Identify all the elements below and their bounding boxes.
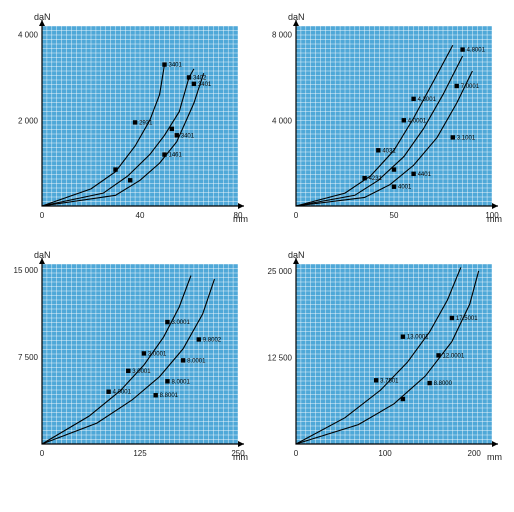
svg-text:3401: 3401 xyxy=(169,63,183,69)
svg-text:7 500: 7 500 xyxy=(18,353,39,362)
svg-text:9.8002: 9.8002 xyxy=(203,337,222,343)
svg-text:4231: 4231 xyxy=(369,176,383,182)
svg-text:7.0001: 7.0001 xyxy=(461,84,480,90)
svg-text:4031: 4031 xyxy=(382,148,396,154)
svg-text:0: 0 xyxy=(40,211,45,220)
svg-text:0: 0 xyxy=(40,449,45,458)
svg-text:3402: 3402 xyxy=(193,75,207,81)
chart-svg: 4.8001 7.0001 4.3001 4.0001 3.1001 4031 4401 42… xyxy=(266,12,502,232)
svg-text:13.0001: 13.0001 xyxy=(407,335,429,341)
chart-svg: 17.5001 13.0001 12.0001 3.7501 8.8000 0 100 200… xyxy=(266,250,502,470)
y-axis-label: daN xyxy=(34,12,51,22)
y-axis-label: daN xyxy=(288,250,305,260)
svg-text:4.0001: 4.0001 xyxy=(113,390,132,396)
svg-text:2931: 2931 xyxy=(139,120,153,126)
chart-svg: 3.0001 9.8002 3.0001 8.0001 3.0001 8.0001 4.00… xyxy=(12,250,248,470)
svg-text:4001: 4001 xyxy=(398,185,412,191)
chart-panel: daNmm17.500113.000112.00013.75018.800001… xyxy=(266,250,502,470)
svg-text:3.0001: 3.0001 xyxy=(132,369,151,375)
x-axis-label: mm xyxy=(487,214,502,224)
svg-text:3.0001: 3.0001 xyxy=(171,320,190,326)
svg-text:3401: 3401 xyxy=(181,133,195,139)
x-axis-label: mm xyxy=(487,452,502,462)
svg-text:1461: 1461 xyxy=(169,153,183,159)
svg-text:4 000: 4 000 xyxy=(18,31,39,40)
svg-text:8 000: 8 000 xyxy=(272,31,293,40)
x-axis-label: mm xyxy=(233,452,248,462)
svg-text:12.0001: 12.0001 xyxy=(443,353,465,359)
svg-text:4.3001: 4.3001 xyxy=(418,97,437,103)
svg-text:200: 200 xyxy=(468,449,482,458)
svg-text:3.0001: 3.0001 xyxy=(148,351,167,357)
svg-text:3.1001: 3.1001 xyxy=(457,135,476,141)
svg-text:8.0001: 8.0001 xyxy=(171,379,190,385)
svg-text:25 000: 25 000 xyxy=(268,267,293,276)
svg-text:12 500: 12 500 xyxy=(268,353,293,362)
chart-grid: daNmm340134023401293134011461040802 0004… xyxy=(12,12,502,470)
svg-text:3.7501: 3.7501 xyxy=(380,378,399,384)
svg-text:4.8001: 4.8001 xyxy=(467,48,486,54)
y-axis-label: daN xyxy=(288,12,305,22)
svg-text:40: 40 xyxy=(136,211,145,220)
x-axis-label: mm xyxy=(233,214,248,224)
chart-svg: 340134023401293134011461040802 0004 000 xyxy=(12,12,248,232)
svg-text:0: 0 xyxy=(294,449,299,458)
svg-text:0: 0 xyxy=(294,211,299,220)
svg-text:15 000: 15 000 xyxy=(14,266,39,275)
svg-text:4401: 4401 xyxy=(418,172,432,178)
svg-text:50: 50 xyxy=(390,211,399,220)
svg-text:125: 125 xyxy=(133,449,147,458)
svg-text:2 000: 2 000 xyxy=(18,116,39,125)
svg-text:8.8000: 8.8000 xyxy=(434,381,453,387)
y-axis-label: daN xyxy=(34,250,51,260)
svg-text:4.0001: 4.0001 xyxy=(408,118,427,124)
svg-text:17.5001: 17.5001 xyxy=(456,316,478,322)
chart-panel: daNmm4.80017.00014.30014.00013.100140314… xyxy=(266,12,502,232)
svg-text:100: 100 xyxy=(378,449,392,458)
svg-text:4 000: 4 000 xyxy=(272,116,293,125)
svg-text:8.0001: 8.0001 xyxy=(187,358,206,364)
chart-panel: daN mm 3.0001 9.8002 3.0001 8.0001 3.0001 8.000… xyxy=(12,250,248,470)
chart-panel: daNmm340134023401293134011461040802 0004… xyxy=(12,12,248,232)
svg-text:3401: 3401 xyxy=(198,82,212,88)
svg-text:8.8001: 8.8001 xyxy=(160,393,179,399)
